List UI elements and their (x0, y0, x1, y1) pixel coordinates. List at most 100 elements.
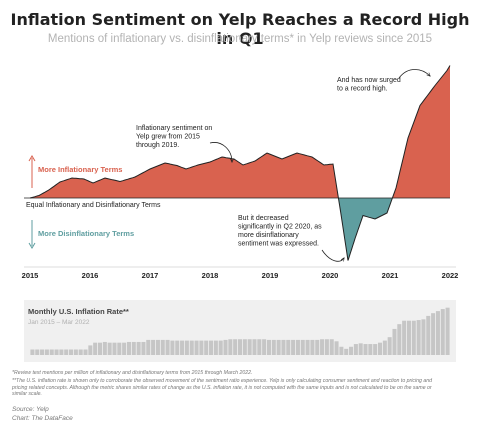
inflation-bar (107, 342, 112, 355)
inset-title: Monthly U.S. Inflation Rate** (28, 307, 129, 316)
inflation-bar (97, 342, 103, 355)
inflation-bar (64, 349, 69, 355)
inflation-bar (151, 339, 156, 355)
baseline-label: Equal Inflationary and Disinflationary T… (26, 202, 161, 209)
x-tick-label: 2020 (322, 271, 339, 280)
x-tick-label: 2016 (82, 271, 99, 280)
inflation-bar (117, 342, 122, 355)
inflation-bar (416, 320, 421, 355)
inflation-bar (59, 349, 64, 355)
inflation-bar (329, 339, 334, 355)
chart-subtitle: Mentions of inflationary vs. disinflatio… (47, 33, 433, 45)
inflation-bar (358, 343, 363, 355)
inflation-bar (262, 339, 267, 355)
inflation-bar (286, 339, 291, 355)
inflation-bar (382, 340, 387, 355)
chart-title: Inflation Sentiment on Yelp Reaches a Re… (10, 10, 470, 48)
annotation-decreased: But it decreased significantly in Q2 2020… (238, 215, 322, 248)
x-axis: 2015 2016 2017 2018 2019 2020 2021 2022 (22, 266, 459, 280)
inflation-bar (160, 339, 165, 355)
inflation-bar (189, 340, 194, 355)
inflation-bar (295, 339, 300, 355)
inflation-bar (324, 339, 329, 355)
inflation-bar (209, 340, 214, 355)
inflation-bar (387, 337, 392, 355)
annotation-grew-arrow-icon (209, 142, 232, 162)
x-tick-label: 2018 (202, 271, 219, 280)
inflation-bar (411, 320, 416, 355)
inflation-bar (426, 315, 431, 355)
inflation-bar (170, 340, 175, 355)
inflation-bar (30, 349, 35, 355)
footnote-1: *Review text mentions per million of inf… (12, 370, 253, 376)
inflation-bar (373, 344, 378, 355)
inflation-bar (257, 339, 262, 355)
footnote-2: **The U.S. inflation rate is shown only … (12, 378, 433, 398)
inflation-bar (131, 341, 136, 355)
x-tick-label: 2022 (442, 271, 459, 280)
down-chevron-icon (28, 242, 36, 249)
inflation-bar (310, 339, 315, 355)
inflation-bar (49, 349, 54, 355)
inflation-bar (368, 344, 373, 355)
inflation-bar (300, 339, 305, 355)
inflation-bar (435, 311, 440, 355)
inflationary-area-0 (30, 153, 339, 198)
inflation-bar (291, 339, 296, 355)
x-tick-label: 2015 (22, 271, 39, 280)
inflation-bar (305, 339, 310, 355)
inflation-bar (320, 339, 325, 355)
up-chevron-icon (28, 155, 36, 162)
inflation-bar (122, 342, 127, 355)
inflation-bar (445, 307, 450, 355)
more-disinflationary-label: More Disinflationary Terms (38, 229, 134, 238)
more-inflationary-label: More Inflationary Terms (38, 165, 122, 174)
inflation-bar (281, 339, 286, 355)
credit: Chart: The DataFace (12, 415, 73, 422)
inflation-bar (431, 313, 436, 355)
inflation-bar (83, 349, 88, 355)
inflation-bar (266, 339, 271, 355)
inflation-bar (204, 340, 209, 355)
inflation-bar (242, 339, 247, 355)
inflationary-area-2 (392, 65, 450, 198)
inflation-bar (392, 328, 397, 355)
inflation-bar (228, 339, 233, 355)
inflation-bar (344, 348, 349, 355)
source: Source: Yelp (12, 406, 49, 413)
annotation-grew: Inflationary sentiment on Yelp grew from … (136, 125, 212, 149)
inflation-bar (136, 341, 141, 355)
inflation-bar (276, 339, 281, 355)
inflation-bar (40, 349, 45, 355)
inflation-bar (69, 349, 74, 355)
inflation-bar (271, 339, 276, 355)
inflation-bar (402, 320, 407, 355)
inflation-bar (363, 344, 368, 355)
inflation-bar (349, 346, 354, 355)
inflation-bar (180, 340, 185, 355)
inflation-bar (377, 342, 383, 355)
inflation-bar (233, 339, 238, 355)
annotation-surged-arrow-icon (398, 69, 430, 79)
inflation-bar (315, 339, 320, 355)
inflation-bar (252, 339, 257, 355)
inflation-bar (218, 340, 223, 355)
inflation-bar (397, 324, 402, 355)
x-tick-label: 2017 (142, 271, 159, 280)
inflation-bar (44, 349, 49, 355)
inflation-bar (440, 309, 445, 355)
inflation-bar (141, 341, 146, 355)
inflation-bar (93, 342, 98, 355)
inflation-bar (146, 339, 151, 355)
inflation-bar (339, 346, 344, 355)
inflation-bar (126, 341, 131, 355)
inflation-bar (353, 344, 358, 355)
inflation-bar (213, 340, 218, 355)
inflation-bar (35, 349, 40, 355)
annotation-surged: And has now surged to a record high. (337, 77, 401, 93)
inflation-rate-bars (30, 307, 450, 355)
inflation-bar (199, 340, 204, 355)
inflation-bar (247, 339, 252, 355)
inset-subtitle: Jan 2015 – Mar 2022 (28, 319, 90, 326)
